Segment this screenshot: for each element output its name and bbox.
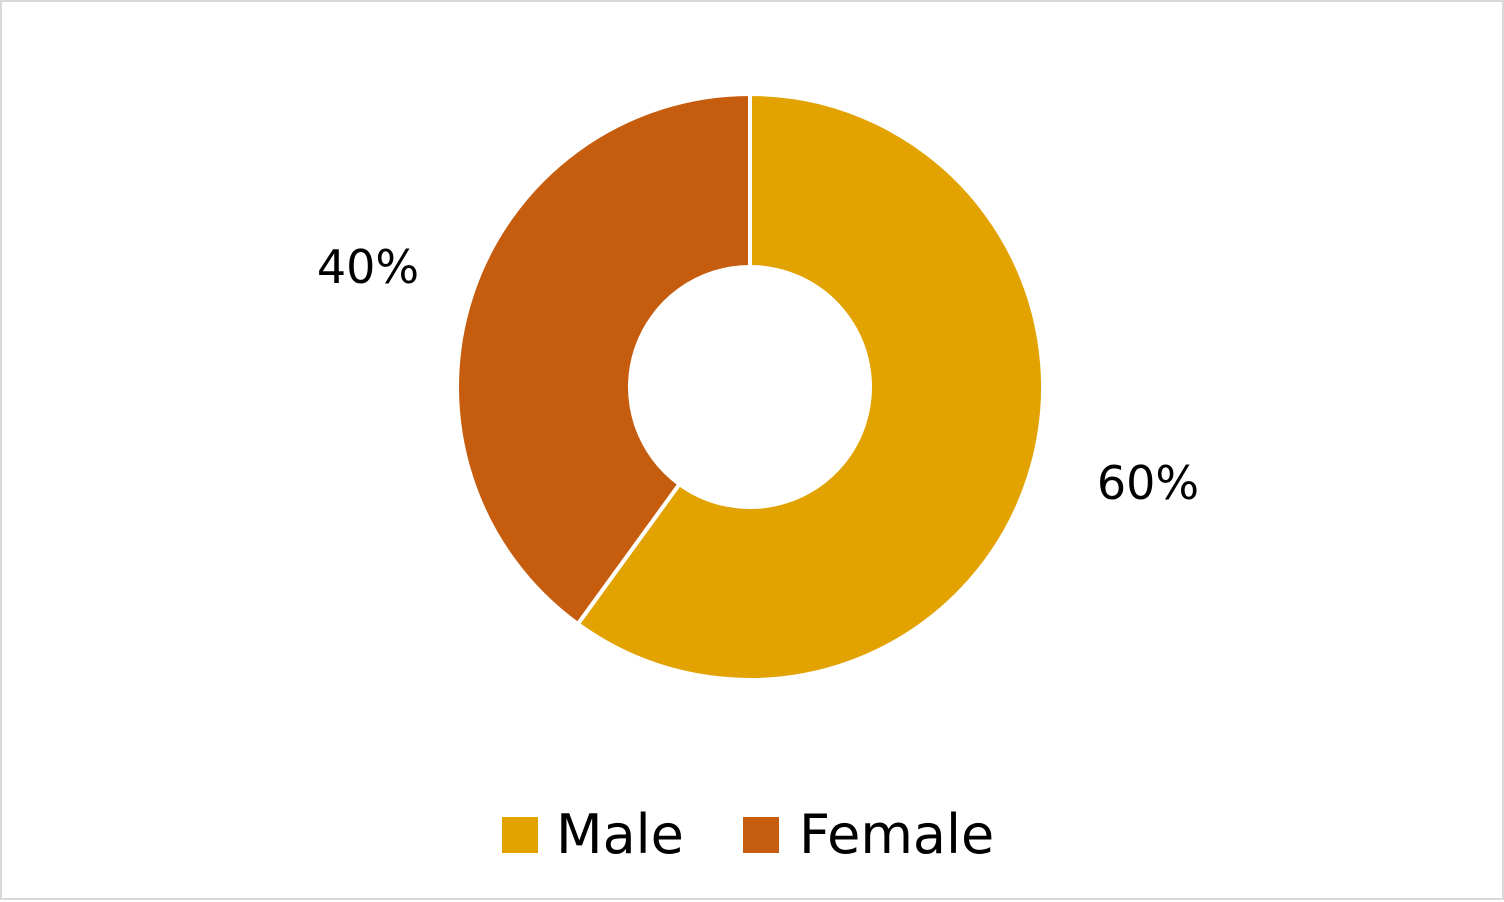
legend-label-male: Male [556,803,684,866]
slice-female [455,91,752,627]
legend: Male Female [502,803,994,866]
legend-swatch-female [743,817,779,853]
slice-male [574,91,1045,682]
legend-swatch-male [502,817,538,853]
data-label-female: 40% [317,240,419,294]
data-label-male: 60% [1097,456,1199,510]
legend-label-female: Female [799,803,994,866]
